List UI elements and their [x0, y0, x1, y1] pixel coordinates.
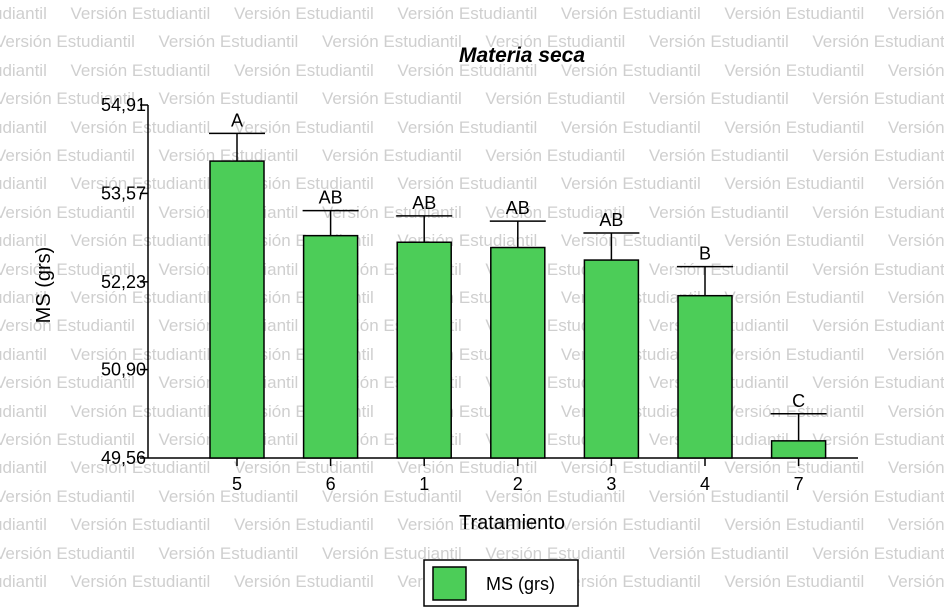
significance-letter-6: AB: [319, 188, 343, 208]
y-tick-label: 49,56: [101, 448, 146, 468]
x-tick-label-5: 5: [232, 474, 242, 494]
legend-label: MS (grs): [486, 574, 555, 594]
chart-title: Materia seca: [459, 44, 585, 67]
x-axis-label: Tratamiento: [459, 512, 565, 534]
x-tick-label-4: 4: [700, 474, 710, 494]
x-tick-label-7: 7: [794, 474, 804, 494]
bar-7: [770, 440, 827, 459]
bar-2: [490, 246, 546, 459]
x-axis: 5 6 1 2 3 4 7: [148, 457, 858, 494]
y-axis: 49,56 50,90 52,23 53,57 54,91: [101, 95, 149, 468]
bar-3: [583, 259, 640, 459]
y-axis-label: MS (grs): [33, 247, 55, 324]
significance-letter-7: C: [792, 391, 805, 411]
significance-letter-3: AB: [599, 210, 623, 230]
x-tick-label-3: 3: [606, 474, 616, 494]
bar-6: [302, 234, 359, 459]
y-tick-label: 50,90: [101, 360, 146, 380]
significance-letter-1: AB: [412, 193, 436, 213]
x-tick-label-1: 1: [419, 474, 429, 494]
bar-5: [209, 160, 265, 459]
legend-swatch: [432, 566, 467, 601]
significance-letter-4: B: [699, 244, 711, 264]
bars-group: A AB AB AB AB B C: [209, 110, 827, 459]
bar-4: [677, 294, 733, 459]
y-tick-label: 53,57: [101, 183, 146, 203]
y-tick-label: 54,91: [101, 95, 146, 115]
bar-1: [396, 241, 452, 459]
legend: MS (grs): [423, 559, 579, 607]
significance-letter-5: A: [231, 110, 243, 130]
x-tick-label-6: 6: [326, 474, 336, 494]
x-tick-label-2: 2: [513, 474, 523, 494]
significance-letter-2: AB: [506, 198, 530, 218]
y-tick-label: 52,23: [101, 272, 146, 292]
